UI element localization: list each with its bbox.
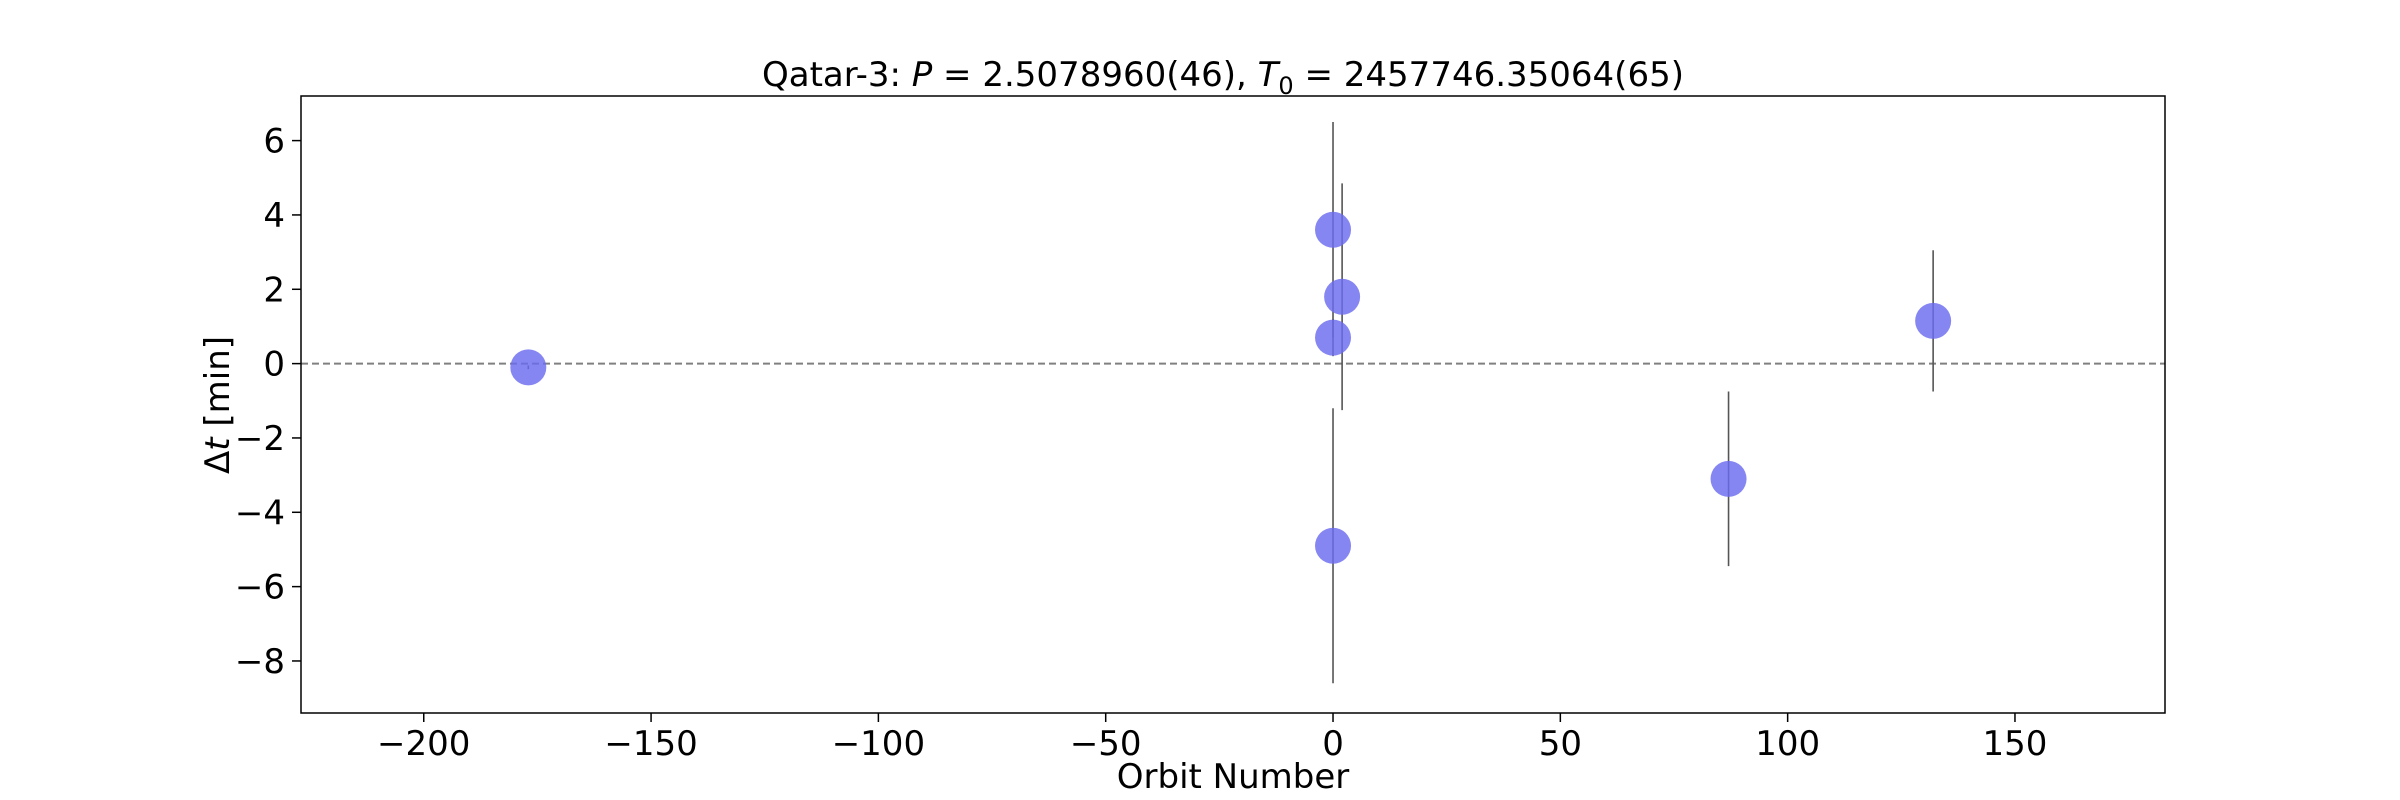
data-point	[1315, 211, 1352, 248]
x-tick-label: 50	[1539, 724, 1582, 764]
chart-title-t-value: = 2457746.35064(65)	[1294, 55, 1684, 95]
y-axis-label-t: t	[198, 436, 238, 451]
y-tick-label: −6	[235, 568, 285, 608]
plot-frame	[300, 95, 2166, 714]
plot-area	[301, 122, 2165, 684]
chart-title-p-value: = 2.5078960(46),	[932, 55, 1257, 95]
y-tick-label: −2	[235, 419, 285, 459]
x-tick-label: −100	[832, 724, 925, 764]
y-axis-label-delta: Δ	[198, 451, 238, 474]
chart-title: Qatar-3: P = 2.5078960(46), T0 = 2457746…	[762, 55, 1684, 100]
y-axis-label-unit: [min]	[198, 336, 238, 437]
x-tick-label: 0	[1322, 724, 1344, 764]
x-tick-label: 100	[1755, 724, 1820, 764]
y-tick-label: −8	[235, 642, 285, 682]
y-tick-label: 4	[263, 196, 285, 236]
x-axis-label: Orbit Number	[1117, 757, 1350, 797]
data-point	[1324, 278, 1361, 315]
x-tick-label: −150	[604, 724, 697, 764]
x-tick-label: 150	[1983, 724, 2048, 764]
y-axis: −8 −6 −4 −2 0 2 4 6	[235, 122, 301, 682]
y-axis-label: Δt [min]	[198, 336, 238, 474]
x-axis: −200 −150 −100 −50 0 50 100 150	[377, 713, 2047, 764]
data-point	[1915, 302, 1952, 339]
chart-title-p-symbol: P	[912, 55, 933, 95]
x-tick-label: −50	[1070, 724, 1142, 764]
data-point	[510, 349, 547, 386]
data-point	[1315, 319, 1352, 356]
data-point	[1315, 527, 1352, 564]
y-tick-label: 0	[263, 345, 285, 385]
chart-title-t-sub: 0	[1278, 72, 1293, 100]
chart-title-prefix: Qatar-3:	[762, 55, 912, 95]
chart-title-t-symbol: T	[1258, 55, 1281, 95]
y-tick-label: 2	[263, 270, 285, 310]
data-point	[1710, 460, 1747, 497]
y-tick-label: 6	[263, 122, 285, 162]
x-tick-label: −200	[377, 724, 470, 764]
y-tick-label: −4	[235, 493, 285, 533]
